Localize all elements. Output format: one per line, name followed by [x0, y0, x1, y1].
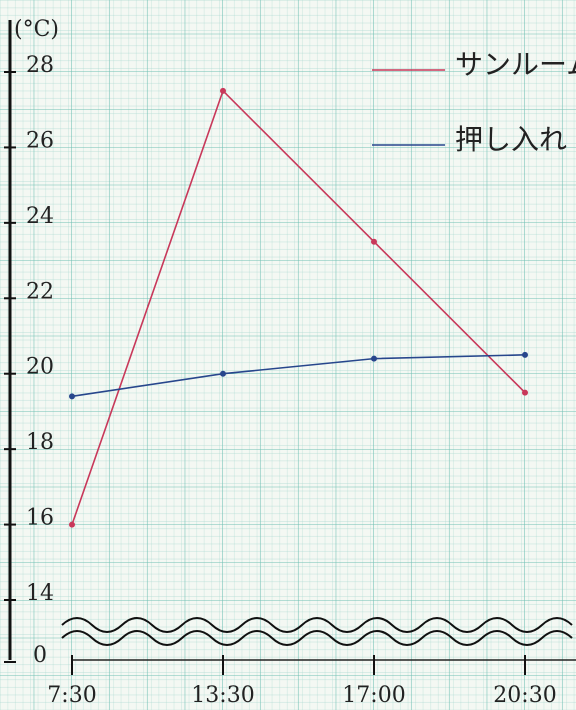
legend-label: サンルーム	[455, 48, 576, 81]
y-tick-label: 14	[26, 581, 54, 606]
y-tick-label: 20	[26, 355, 54, 380]
point	[220, 371, 226, 377]
point	[69, 522, 75, 528]
point	[220, 88, 226, 94]
x-tick-label: 7:30	[47, 683, 96, 708]
point	[69, 393, 75, 399]
y-tick-label: 22	[26, 279, 54, 304]
chart: (°C) 0 14 16 18 20 22 24 26 28 7:30 13:30 17:00 20:3…	[0, 0, 576, 710]
page: {"chart_data": {"type": "line", "y_unit"…	[0, 0, 576, 710]
y-tick-label: 18	[26, 430, 54, 455]
y-tick-label: 16	[26, 506, 54, 531]
y-tick-label: 0	[33, 643, 47, 668]
point	[371, 356, 377, 362]
legend-label: 押し入れ	[455, 123, 567, 156]
y-unit: (°C)	[14, 17, 59, 42]
x-tick-label: 13:30	[191, 683, 254, 708]
y-tick-label: 28	[26, 53, 54, 78]
y-tick-label: 26	[26, 128, 54, 153]
y-tick-label: 24	[26, 204, 54, 229]
x-tick-label: 17:00	[342, 683, 405, 708]
x-tick-label: 20:30	[493, 683, 556, 708]
point	[371, 239, 377, 245]
point	[522, 352, 528, 358]
point	[522, 390, 528, 396]
